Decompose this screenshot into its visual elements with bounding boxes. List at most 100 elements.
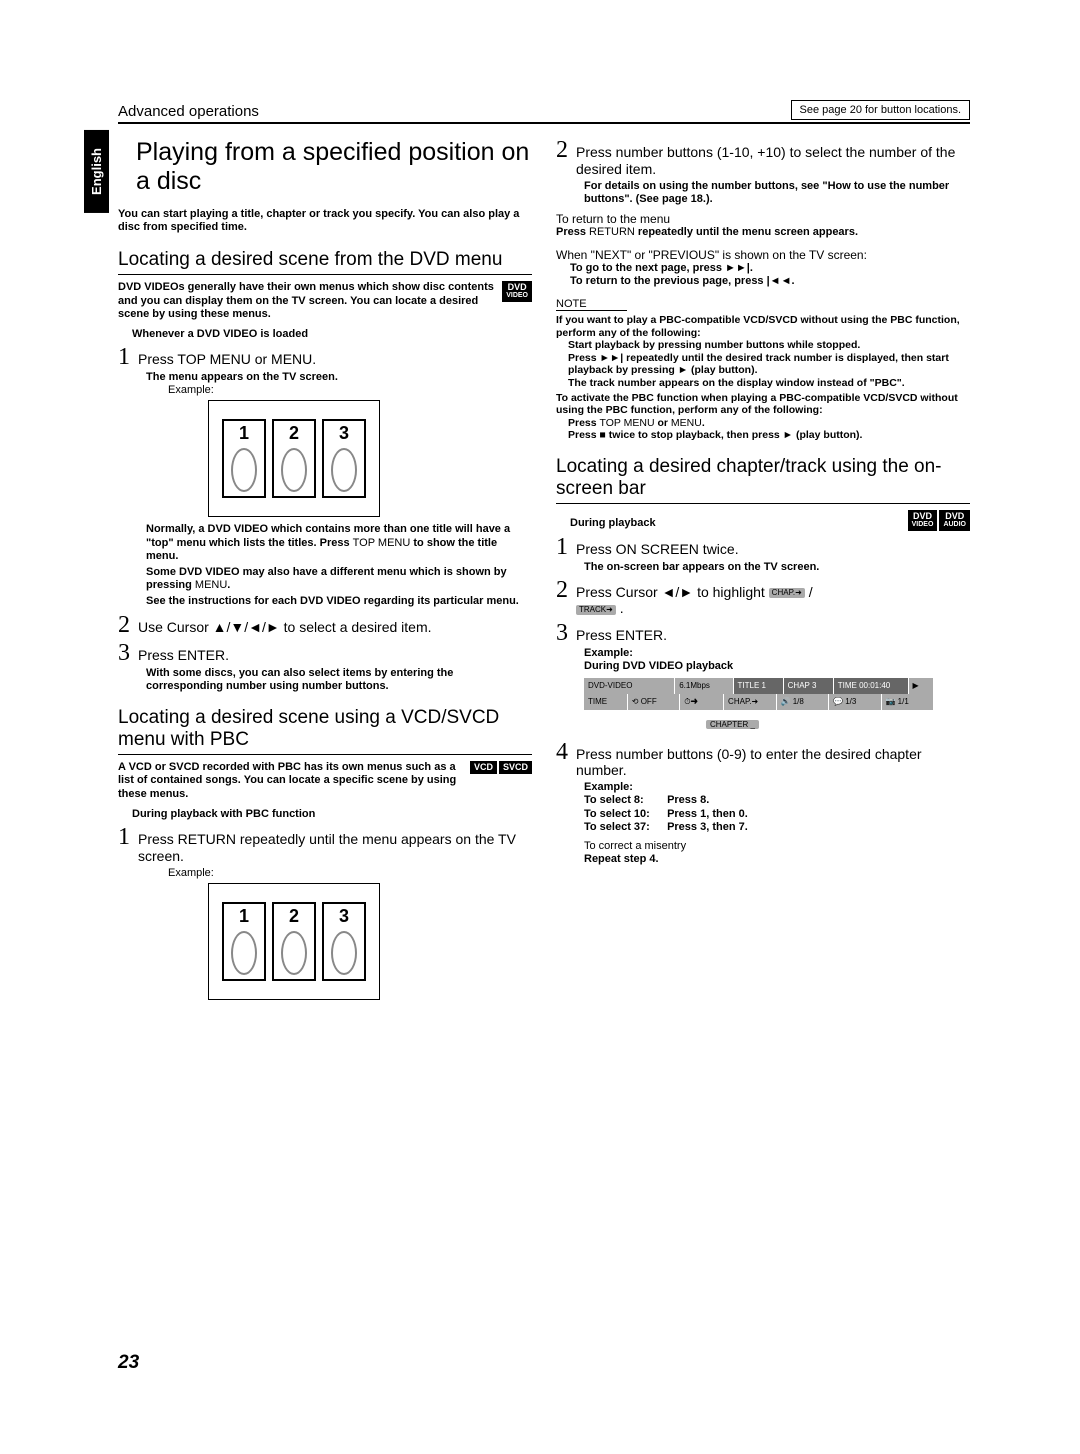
t: RETURN [589, 226, 635, 238]
t: or [655, 417, 671, 429]
section-title: Advanced operations [118, 103, 259, 120]
osd-bar: DVD-VIDEO 6.1Mbps TITLE 1 CHAP 3 TIME 00… [584, 678, 970, 710]
osd-cell: 🔊 1/8 [777, 694, 829, 710]
r-step2-sub: For details on using the number buttons,… [584, 180, 970, 206]
para1: Normally, a DVD VIDEO which contains mor… [146, 523, 532, 563]
note1a: Start playback by pressing number button… [568, 339, 970, 352]
osd-cell: TIME [584, 694, 628, 710]
correct-misentry: To correct a misentry [584, 840, 970, 853]
osd-cell: DVD-VIDEO [584, 678, 675, 694]
t: Press Cursor ◄/► to highlight [576, 584, 769, 600]
page-title: Playing from a specified position on a d… [136, 138, 532, 196]
intro-text: You can start playing a title, chapter o… [118, 208, 532, 236]
when-next-prev: When "NEXT" or "PREVIOUS" is shown on th… [556, 248, 970, 262]
menu-cell: 1 [222, 419, 266, 498]
left-column: Playing from a specified position on a d… [118, 130, 532, 1006]
step-number: 1 [118, 825, 130, 849]
t: To select 10: [584, 808, 664, 821]
t: TOP MENU [600, 417, 655, 429]
s3-step4: Press number buttons (0-9) to enter the … [576, 746, 970, 780]
right-column: 2 Press number buttons (1-10, +10) to se… [556, 130, 970, 1006]
when-label3: During playback [570, 517, 656, 530]
osd-cell: CHAP.➜ [724, 694, 776, 710]
note2b: Press ■ twice to stop playback, then pre… [568, 429, 970, 442]
repeat-step: Repeat step 4. [584, 853, 970, 866]
section1-heading: Locating a desired scene from the DVD me… [118, 249, 532, 275]
example-title: Example: [584, 647, 970, 660]
osd-cell: ⏱➜ [680, 694, 724, 710]
menu-example-box2: 1 2 3 [208, 883, 380, 1000]
step-number: 1 [556, 535, 568, 559]
t: MENU [195, 579, 227, 591]
step-number: 1 [118, 345, 130, 369]
goto-prev: To return to the previous page, press |◄… [570, 275, 970, 288]
step-number: 3 [118, 641, 130, 665]
t: / [809, 584, 813, 600]
osd-cell: CHAP 3 [784, 678, 834, 694]
osd-cell: ⟲ OFF [628, 694, 680, 710]
menu-cell: 1 [222, 902, 266, 981]
dvd-audio-badge: DVDAUDIO [939, 510, 970, 531]
ex2-row: To select 37: Press 3, then 7. [584, 821, 970, 834]
when-label2: During playback with PBC function [132, 808, 532, 821]
oval-icon [281, 931, 307, 975]
page-number: 23 [118, 1352, 139, 1374]
t: MENU [671, 417, 702, 429]
step3-text: Press ENTER. [138, 647, 229, 664]
to-return-sub: Press RETURN repeatedly until the menu s… [556, 226, 970, 240]
svcd-badge: SVCD [499, 761, 532, 774]
t: . [620, 600, 624, 616]
step-number: 3 [556, 621, 568, 645]
step-number: 2 [556, 578, 568, 602]
menu-num: 2 [289, 906, 299, 927]
s3-step1: Press ON SCREEN twice. [576, 541, 739, 558]
step-number: 2 [556, 138, 568, 162]
t: . [227, 579, 230, 591]
oval-icon [281, 448, 307, 492]
track-pill: TRACK➜ [576, 605, 616, 615]
menu-num: 3 [339, 423, 349, 444]
ex2-row: To select 8: Press 8. [584, 794, 970, 807]
s3-step3: Press ENTER. [576, 627, 667, 644]
step1-text: Press TOP MENU or MENU. [138, 351, 316, 368]
when-label: Whenever a DVD VIDEO is loaded [132, 328, 532, 341]
section2-desc: A VCD or SVCD recorded with PBC has its … [118, 761, 464, 802]
step3-sub: With some discs, you can also select ite… [146, 667, 532, 693]
menu-num: 1 [239, 906, 249, 927]
note1b: Press ►►| repeatedly until the desired t… [568, 352, 970, 377]
step-number: 2 [118, 613, 130, 637]
t: Press [568, 417, 600, 429]
section1-desc: DVD VIDEOs generally have their own menu… [118, 281, 496, 322]
para2: Some DVD VIDEO may also have a different… [146, 566, 532, 592]
t: Press 1, then 0. [667, 808, 748, 820]
t: To select 37: [584, 821, 664, 834]
s3-step1-sub: The on-screen bar appears on the TV scre… [584, 561, 970, 574]
oval-icon [331, 931, 357, 975]
t: . [702, 417, 705, 429]
badge-sub: VIDEO [506, 292, 528, 299]
t: DVD [945, 511, 964, 521]
example-label2: Example: [168, 867, 532, 879]
r-step2: Press number buttons (1-10, +10) to sele… [576, 144, 970, 178]
chap-pill: CHAP.➜ [769, 588, 805, 598]
example-label: Example: [168, 384, 532, 396]
menu-cell: 2 [272, 902, 316, 981]
badge-top: DVD [508, 282, 527, 292]
t: repeatedly until the menu screen appears… [635, 226, 858, 238]
header-bar: Advanced operations See page 20 for butt… [118, 100, 970, 124]
section3-heading: Locating a desired chapter/track using t… [556, 456, 970, 504]
t: VIDEO [912, 521, 934, 528]
osd-cell: 6.1Mbps [675, 678, 733, 694]
page-ref-note: See page 20 for button locations. [791, 100, 970, 120]
note-title: NOTE [556, 298, 627, 311]
osd-cell: 📷 1/1 [882, 694, 934, 710]
step1-sub: The menu appears on the TV screen. [146, 371, 532, 384]
t: Press 3, then 7. [667, 821, 748, 833]
note2: To activate the PBC function when playin… [556, 392, 970, 417]
t: Press [556, 226, 589, 238]
menu-cell: 3 [322, 419, 366, 498]
oval-icon [231, 448, 257, 492]
para3: See the instructions for each DVD VIDEO … [146, 595, 532, 608]
menu-cell: 2 [272, 419, 316, 498]
example-sub: During DVD VIDEO playback [584, 660, 970, 673]
